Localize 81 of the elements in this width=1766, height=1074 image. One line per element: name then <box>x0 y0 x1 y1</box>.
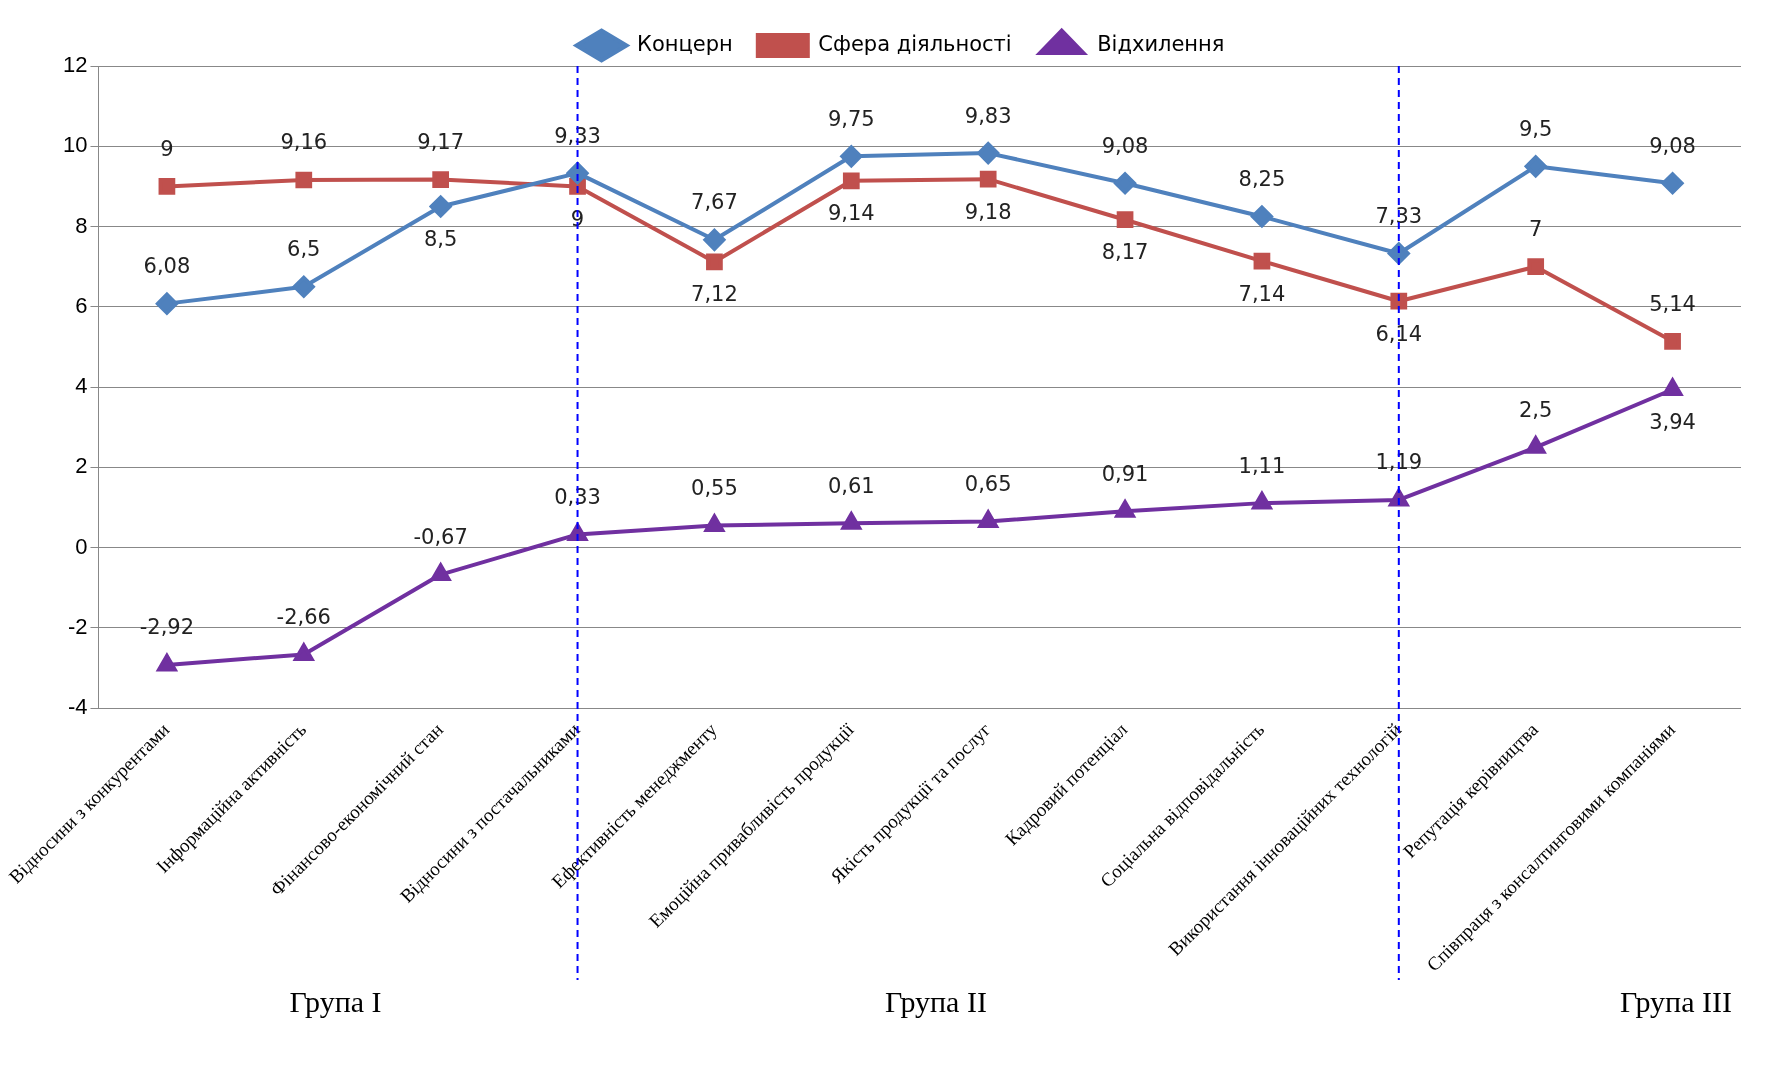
data-label: 7,33 <box>1375 203 1423 228</box>
data-label: 1,11 <box>1238 453 1286 478</box>
data-label: 7,14 <box>1238 281 1286 306</box>
data-label: 0,91 <box>1101 461 1149 486</box>
data-label: 7,12 <box>691 282 738 307</box>
point <box>429 195 452 218</box>
y-tick-label: 0 <box>75 533 88 559</box>
point <box>1252 492 1272 510</box>
data-label: 9,75 <box>827 106 875 131</box>
point <box>1664 333 1681 350</box>
legend-label: Відхилення <box>1097 31 1225 56</box>
point <box>1253 252 1271 270</box>
data-label: 0,33 <box>554 484 601 509</box>
point <box>430 561 452 582</box>
data-label: -2,92 <box>139 615 195 640</box>
data-label: 6,5 <box>287 237 321 262</box>
data-label: 6,08 <box>143 254 191 279</box>
y-tick-label: 12 <box>62 52 88 78</box>
point <box>977 142 1000 165</box>
data-label: 9,5 <box>1518 116 1553 141</box>
data-label: 0,65 <box>964 472 1012 497</box>
data-label: 0,55 <box>691 476 738 501</box>
data-label: -0,67 <box>413 525 468 550</box>
point <box>979 170 997 188</box>
point <box>158 178 176 195</box>
data-label: 8,17 <box>1101 240 1149 265</box>
point <box>1525 436 1546 454</box>
point <box>977 508 1000 529</box>
point <box>706 253 723 271</box>
point <box>293 643 314 661</box>
data-label: 9,08 <box>1649 133 1696 158</box>
data-label: 0,61 <box>827 473 875 498</box>
legend-label: Концерн <box>637 31 733 56</box>
data-label: 9 <box>160 136 174 161</box>
data-label: 5,14 <box>1649 291 1696 316</box>
point <box>1661 172 1684 195</box>
point <box>157 653 177 672</box>
data-label: 3,94 <box>1649 409 1696 434</box>
point <box>1662 376 1684 397</box>
data-label: 2,5 <box>1518 397 1553 422</box>
data-label: 9,17 <box>417 130 465 155</box>
data-label: 9,16 <box>280 130 328 155</box>
text: Група II <box>885 985 987 1019</box>
point <box>840 145 863 168</box>
point <box>292 275 315 298</box>
y-tick-label: -2 <box>67 614 88 640</box>
data-label: 9,08 <box>1101 133 1149 158</box>
data-label: 9,83 <box>964 103 1012 128</box>
y-tick-label: -4 <box>67 694 88 720</box>
point <box>1524 155 1547 178</box>
text: Група I <box>289 985 382 1019</box>
point <box>1115 500 1135 518</box>
y-tick-label: 10 <box>62 132 88 158</box>
data-label: 6,14 <box>1375 321 1423 346</box>
data-label: 8,25 <box>1238 166 1286 191</box>
point <box>703 512 726 533</box>
data-label: -2,66 <box>276 604 331 629</box>
point <box>1114 172 1137 195</box>
data-label: 7,67 <box>691 190 738 215</box>
point <box>295 171 313 189</box>
data-label: 9,18 <box>964 199 1012 224</box>
point <box>841 512 862 530</box>
legend-label: Сфера діяльності <box>818 31 1012 56</box>
point <box>1390 292 1408 310</box>
point <box>1250 205 1273 228</box>
data-label: 8,5 <box>423 226 458 251</box>
point <box>432 171 450 188</box>
text: Група III <box>1620 985 1732 1019</box>
y-tick-label: 8 <box>75 212 88 238</box>
y-tick-label: 6 <box>75 292 88 318</box>
data-label: 1,19 <box>1375 450 1423 475</box>
point <box>842 172 860 190</box>
data-label: 7 <box>1529 217 1543 242</box>
y-tick-label: 2 <box>75 453 88 479</box>
y-tick-label: 4 <box>75 373 88 399</box>
point <box>703 228 726 251</box>
point <box>1116 211 1134 229</box>
point <box>155 292 178 315</box>
data-label: 9,33 <box>554 123 601 148</box>
data-label: 9,14 <box>827 201 875 226</box>
point <box>1527 258 1545 276</box>
